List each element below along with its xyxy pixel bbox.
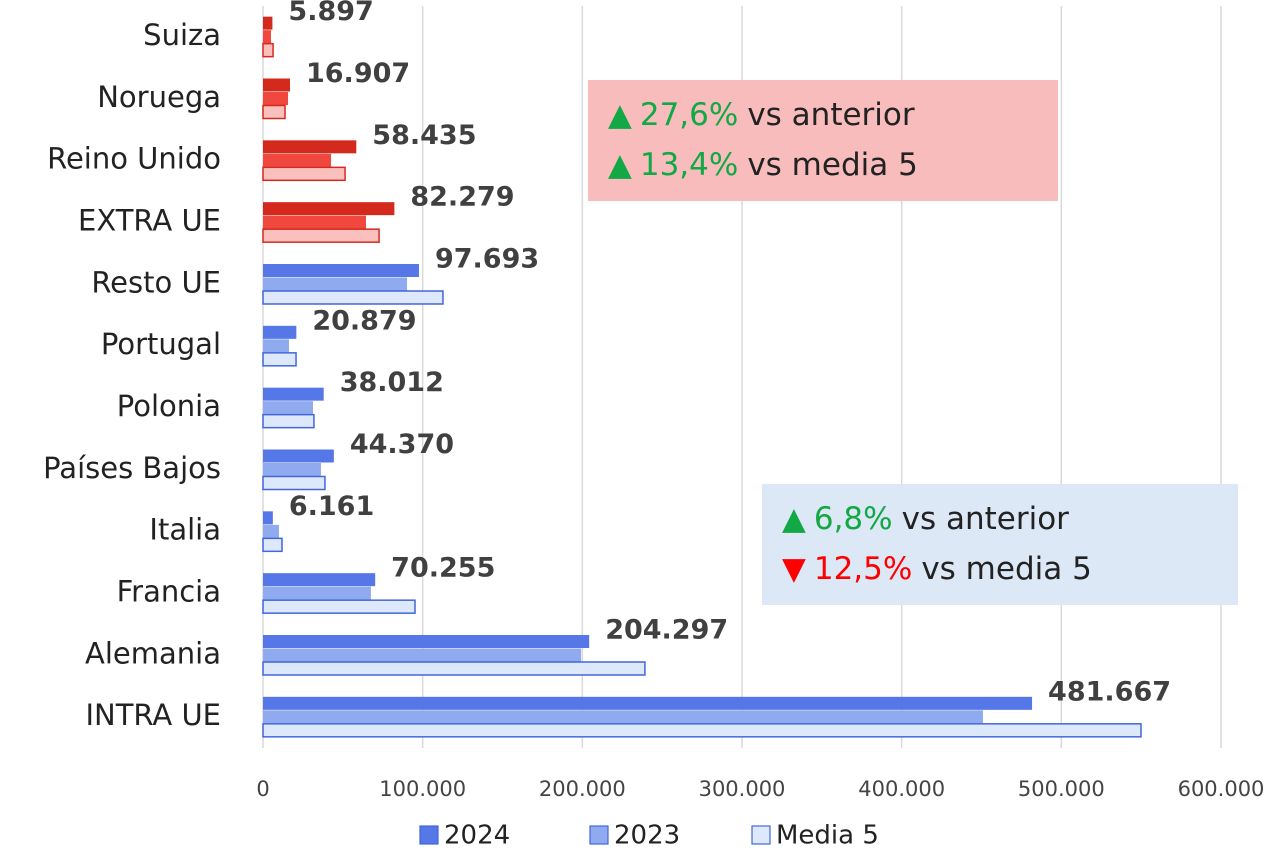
legend-swatch bbox=[589, 825, 609, 845]
annotation-box bbox=[588, 80, 1058, 201]
bar bbox=[263, 463, 321, 476]
bar bbox=[263, 710, 983, 724]
change-value: 12,5% bbox=[814, 551, 912, 587]
value-label: 44.370 bbox=[350, 429, 454, 460]
bar bbox=[263, 635, 590, 648]
value-label: 16.907 bbox=[306, 58, 410, 89]
value-label: 20.879 bbox=[312, 305, 416, 336]
bar bbox=[263, 511, 273, 525]
bar bbox=[263, 325, 297, 339]
x-tick-label: 500.000 bbox=[1018, 777, 1105, 801]
category-label: Polonia bbox=[117, 389, 221, 423]
change-value: 27,6% bbox=[640, 97, 738, 133]
bar bbox=[262, 104, 286, 120]
value-label: 70.255 bbox=[391, 553, 495, 584]
bar bbox=[262, 290, 444, 305]
arrow: ▲ bbox=[608, 97, 632, 133]
bar bbox=[262, 166, 346, 182]
category-label: Italia bbox=[149, 513, 221, 547]
category-label: EXTRA UE bbox=[78, 203, 221, 237]
arrow: ▲ bbox=[782, 501, 806, 537]
x-tick-label: 300.000 bbox=[699, 777, 786, 801]
bar bbox=[262, 599, 416, 614]
bar bbox=[262, 352, 297, 367]
category-label: Reino Unido bbox=[47, 142, 221, 176]
x-tick-label: 600.000 bbox=[1178, 777, 1265, 801]
change-text: vs media 5 bbox=[747, 147, 918, 183]
bar bbox=[263, 449, 334, 463]
x-tick-label: 400.000 bbox=[858, 777, 945, 801]
change-text: vs media 5 bbox=[921, 551, 1092, 587]
category-label: Francia bbox=[117, 574, 221, 608]
x-tick-label: 200.000 bbox=[539, 777, 626, 801]
change-value: 13,4% bbox=[640, 147, 738, 183]
x-tick-label: 0 bbox=[256, 777, 269, 801]
bar bbox=[262, 228, 380, 243]
bar bbox=[263, 277, 408, 291]
bar bbox=[263, 215, 366, 229]
annotation-text: ▼ 12,5% vs media 5 bbox=[782, 551, 1092, 587]
bar bbox=[263, 92, 289, 105]
category-label: Portugal bbox=[101, 327, 221, 361]
value-label: 58.435 bbox=[372, 120, 476, 151]
legend-label: Media 5 bbox=[776, 821, 879, 851]
legend-swatch bbox=[419, 825, 439, 845]
bar bbox=[262, 537, 283, 553]
bar bbox=[262, 661, 646, 676]
bar bbox=[263, 524, 279, 538]
annotation-text: ▲ 27,6% vs anterior bbox=[608, 97, 915, 133]
bar bbox=[263, 573, 376, 587]
value-label: 481.667 bbox=[1048, 676, 1171, 707]
bar bbox=[263, 401, 313, 415]
value-label: 6.161 bbox=[289, 491, 374, 522]
change-text: vs anterior bbox=[902, 501, 1070, 537]
value-label: 97.693 bbox=[435, 244, 539, 275]
bar bbox=[263, 153, 332, 167]
bar bbox=[263, 202, 395, 216]
bar bbox=[263, 78, 290, 92]
value-label: 5.897 bbox=[288, 0, 373, 27]
category-label: Resto UE bbox=[91, 265, 221, 299]
change-text: vs anterior bbox=[747, 97, 915, 133]
arrow: ▲ bbox=[608, 147, 632, 183]
bar bbox=[263, 30, 271, 44]
bar bbox=[262, 475, 326, 491]
category-label: Alemania bbox=[85, 636, 221, 670]
category-label: Suiza bbox=[143, 18, 221, 52]
legend-swatch bbox=[751, 825, 771, 845]
change-value: 6,8% bbox=[814, 501, 893, 537]
bar bbox=[262, 413, 315, 429]
bar bbox=[263, 16, 273, 30]
value-label: 82.279 bbox=[410, 182, 514, 213]
bar bbox=[262, 723, 1142, 738]
annotation-text: ▲ 6,8% vs anterior bbox=[782, 501, 1069, 537]
value-label: 38.012 bbox=[340, 367, 444, 398]
bar bbox=[263, 140, 357, 154]
bar bbox=[263, 264, 419, 277]
category-label: Países Bajos bbox=[43, 451, 221, 485]
annotation-text: ▲ 13,4% vs media 5 bbox=[608, 147, 918, 183]
bar bbox=[263, 648, 582, 662]
value-label: 204.297 bbox=[605, 615, 728, 646]
bar bbox=[263, 339, 290, 353]
category-label: Noruega bbox=[97, 80, 221, 114]
annotation-box bbox=[762, 484, 1238, 605]
legend-label: 2024 bbox=[444, 821, 510, 851]
x-tick-label: 100.000 bbox=[379, 777, 466, 801]
bar bbox=[262, 42, 274, 58]
category-label: INTRA UE bbox=[85, 698, 221, 732]
bar bbox=[263, 586, 371, 600]
bar bbox=[263, 696, 1033, 710]
legend-label: 2023 bbox=[614, 821, 680, 851]
arrow: ▼ bbox=[782, 551, 806, 587]
bar bbox=[263, 387, 324, 401]
